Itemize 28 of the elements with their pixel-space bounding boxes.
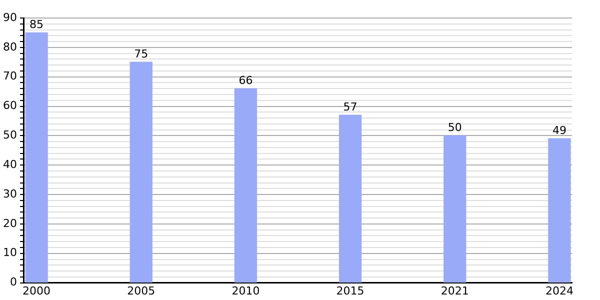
y-tick-label: 30 <box>2 187 17 200</box>
data-label: 50 <box>448 121 462 134</box>
y-tick-label: 90 <box>2 10 17 24</box>
y-tick-label: 10 <box>2 246 17 260</box>
x-tick-label: 2000 <box>22 284 51 298</box>
bar <box>444 135 466 283</box>
y-tick-label: 80 <box>2 40 17 54</box>
y-tick-label: 60 <box>2 99 17 112</box>
data-label: 66 <box>238 74 253 87</box>
y-tick-label: 40 <box>2 158 17 171</box>
x-tick-label: 2010 <box>232 284 260 298</box>
bar <box>130 62 152 283</box>
x-tick-label: 2021 <box>440 284 469 298</box>
x-tick-label: 2005 <box>127 284 156 298</box>
data-label: 49 <box>552 124 566 137</box>
y-tick-label: 50 <box>2 128 17 142</box>
y-tick-label: 70 <box>2 70 17 83</box>
bar <box>25 32 48 283</box>
x-tick-label: 2024 <box>545 284 574 298</box>
x-tick-label: 2015 <box>336 284 364 298</box>
bar <box>548 138 571 283</box>
y-tick-label: 20 <box>2 216 17 230</box>
data-label: 57 <box>343 100 358 114</box>
data-label: 85 <box>30 18 44 32</box>
y-tick-label: 0 <box>10 276 17 289</box>
data-label: 75 <box>134 47 148 60</box>
bar <box>338 114 362 283</box>
bar <box>234 88 258 283</box>
